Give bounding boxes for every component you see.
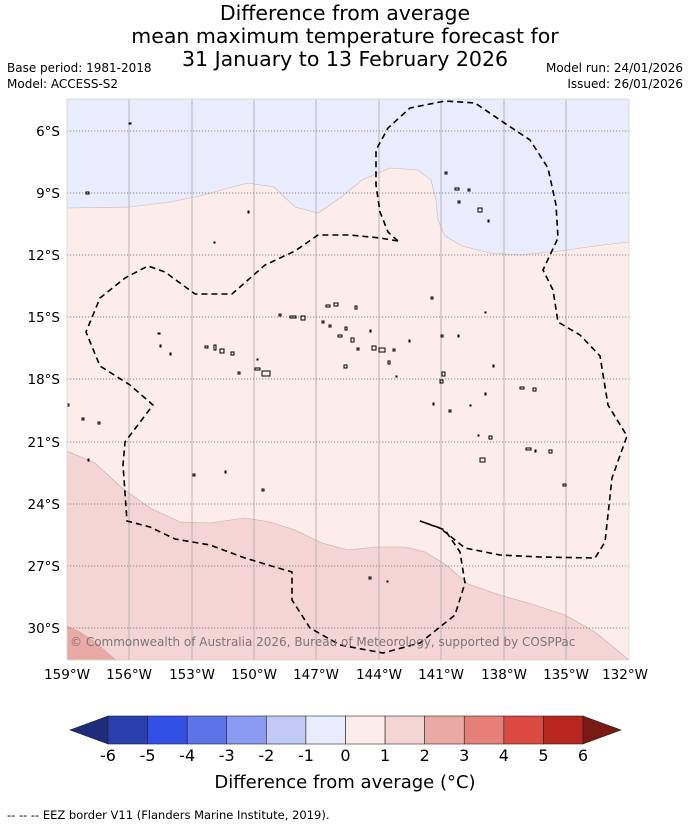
latitude-gridlines <box>67 130 629 629</box>
map-title: Difference from average mean maximum tem… <box>0 2 690 71</box>
colorbar-under-arrow <box>69 715 109 745</box>
colorbar-tick-label: 6 <box>578 746 588 765</box>
colorbar-over-arrow <box>582 715 622 745</box>
model-run: Model run: 24/01/2026 <box>545 61 683 75</box>
map-plot-area: © Commonwealth of Australia 2026, Bureau… <box>67 99 629 660</box>
island-outlines <box>67 122 567 583</box>
title-line-1: Difference from average <box>219 1 471 25</box>
colorbar-tick-label: -1 <box>298 746 314 765</box>
lon-label: 135°W <box>543 667 589 683</box>
colorbar-cell <box>345 715 386 745</box>
lon-label: 132°W <box>602 667 648 683</box>
eez-footnote: -- -- -- EEZ border V11 (Flanders Marine… <box>7 808 330 822</box>
title-line-2: mean maximum temperature forecast for <box>131 24 559 48</box>
longitude-labels: 159°W 156°W 153°W 150°W 147°W 144°W 141°… <box>44 667 648 683</box>
lon-label: 153°W <box>169 667 215 683</box>
colorbar-cell <box>463 715 505 745</box>
lat-label: 12°S <box>28 248 61 264</box>
region-warm-1-2 <box>67 450 629 660</box>
lat-label: 6°S <box>36 124 60 140</box>
lat-label: 15°S <box>28 310 61 326</box>
lat-label: 9°S <box>36 186 60 202</box>
lon-label: 147°W <box>293 667 339 683</box>
colorbar-cell <box>503 715 544 745</box>
lat-label: 18°S <box>28 372 61 388</box>
lon-label: 156°W <box>106 667 152 683</box>
colorbar-cell <box>186 715 228 745</box>
lat-label: 21°S <box>28 435 61 451</box>
lat-label: 24°S <box>28 497 61 513</box>
lon-label: 138°W <box>481 667 527 683</box>
colorbar-tick-label: -2 <box>258 746 274 765</box>
lon-label: 141°W <box>418 667 464 683</box>
meta-right: Model run: 24/01/2026 Issued: 26/01/2026 <box>546 60 683 92</box>
base-period: Base period: 1981-2018 <box>7 61 152 75</box>
colorbar-tick-labels: -6 -5 -4 -3 -2 -1 0 1 2 3 4 5 6 <box>100 746 588 765</box>
model-name: Model: ACCESS-S2 <box>7 77 119 91</box>
region-cool-minus1-0 <box>67 99 629 256</box>
copyright-notice: © Commonwealth of Australia 2026, Bureau… <box>70 635 575 649</box>
lat-label: 27°S <box>28 559 61 575</box>
colorbar-tick-label: -6 <box>100 746 116 765</box>
region-warm-2-3 <box>67 625 117 660</box>
colorbar-tick-label: 5 <box>538 746 548 765</box>
colorbar-tick-label: -4 <box>179 746 195 765</box>
colorbar-cells <box>107 715 584 745</box>
colorbar-cell <box>543 715 584 745</box>
lon-label: 159°W <box>44 667 90 683</box>
colorbar-tick-label: 4 <box>499 746 509 765</box>
colorbar-cell <box>226 715 267 745</box>
colorbar-cell <box>424 715 465 745</box>
colorbar-cell <box>147 715 188 745</box>
colorbar-cell <box>107 715 148 745</box>
title-line-3: 31 January to 13 February 2026 <box>181 47 509 71</box>
issued-date: Issued: 26/01/2026 <box>567 77 683 91</box>
lat-label: 30°S <box>28 621 61 637</box>
colorbar-tick-label: -5 <box>140 746 156 765</box>
colorbar-tick-label: 1 <box>380 746 390 765</box>
colorbar-cell <box>305 715 346 745</box>
colorbar-cell <box>266 715 307 745</box>
latitude-labels: 6°S 9°S 12°S 15°S 18°S 21°S 24°S 27°S 30… <box>28 124 61 637</box>
colorbar-tick-label: 3 <box>459 746 469 765</box>
colorbar-tick-label: 0 <box>340 746 350 765</box>
colorbar: -6 -5 -4 -3 -2 -1 0 1 2 3 4 5 6 <box>69 715 622 765</box>
colorbar-tick-label: 2 <box>420 746 430 765</box>
lon-label: 150°W <box>231 667 277 683</box>
meta-left: Base period: 1981-2018 Model: ACCESS-S2 <box>7 60 152 92</box>
colorbar-label: Difference from average (°C) <box>214 772 476 793</box>
colorbar-tick-label: -3 <box>219 746 235 765</box>
map-frame <box>66 98 630 661</box>
eez-borders <box>85 100 628 654</box>
lon-label: 144°W <box>356 667 402 683</box>
colorbar-cell <box>384 715 425 745</box>
